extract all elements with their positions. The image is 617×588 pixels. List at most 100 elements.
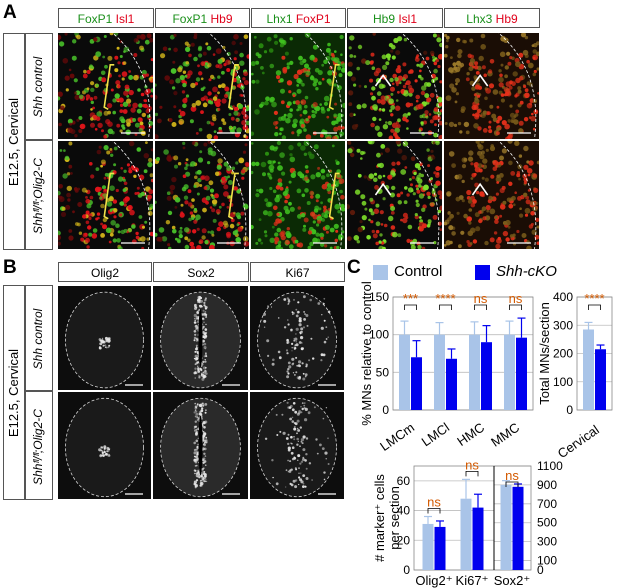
significance-label: ns [465,457,479,472]
green-marker-label: Hb9 [372,12,395,26]
plot-frame [576,296,613,411]
bar-shh-cko [411,357,422,410]
significance-bracket [509,304,522,310]
x-tick-label: HMC [454,420,487,449]
y-tick-label: 150 [369,290,389,304]
panel-b-row-label-box-1: Shh control [25,285,53,391]
y-tick-label-right: 100 [537,554,557,568]
significance-label: *** [403,291,418,306]
significance-bracket [465,470,479,477]
y-tick-label: 400 [553,290,573,304]
x-tick-label: Olig2⁺ [415,573,452,588]
green-marker-label: Lhx1 [266,12,293,26]
y-tick-label: 0 [382,403,389,417]
grayscale-micrograph [153,392,248,499]
red-marker-label: FoxP1 [292,12,331,26]
panel-b-column-header: Sox2 [153,262,249,282]
bar-shh-cko [512,486,524,570]
panel-letter-a: A [3,2,17,23]
significance-bracket [404,304,417,310]
fluorescence-micrograph [251,33,345,139]
fluorescence-micrograph [444,141,539,249]
legend-swatch-cko [475,265,490,280]
plot-frame [392,296,534,411]
y-axis-label: # marker⁺ cells [372,474,387,562]
fluorescence-micrograph [444,33,539,139]
x-tick-label: Sox2⁺ [494,573,531,588]
x-tick-label: LMCl [419,420,453,450]
fluorescence-micrograph [58,141,153,249]
green-marker-label: FoxP1 [77,12,113,26]
legend-swatch-control [373,265,388,280]
bar-shh-cko [516,337,527,410]
significance-bracket [474,304,487,310]
fluorescence-micrograph [155,141,249,249]
red-marker-label: Isl1 [112,12,135,26]
y-tick-label-right: 1100 [537,459,563,473]
red-marker-label: Hb9 [492,12,518,26]
y-axis-label: Total MNs/section [537,302,552,405]
bar-control [434,334,445,410]
panel-b-column-header: Olig2 [58,262,152,282]
grayscale-micrograph [250,392,344,499]
y-tick-label: 200 [553,347,573,361]
panel-a-row-label-box-1: Shh control [25,33,53,140]
panel-a-column-header: Hb9 Isl1 [347,8,443,28]
x-tick-label: Cervical [555,422,602,461]
bar-shh-cko [481,342,492,410]
y-tick-label-right: 500 [537,516,557,530]
bar-shh-cko [595,349,606,410]
fluorescence-micrograph [58,33,153,139]
significance-label: ns [509,291,523,306]
legend-label-cko: Shh-cKO [496,263,557,280]
bar-control [399,334,410,410]
fluorescence-micrograph [347,33,442,139]
significance-label: **** [584,291,604,306]
y-tick-label: 100 [553,375,573,389]
y-tick-label: 100 [369,328,389,342]
green-marker-label: FoxP1 [172,12,208,26]
fluorescence-micrograph [155,33,249,139]
grayscale-micrograph [153,286,248,390]
y-tick-label: 50 [376,365,390,379]
significance-label: **** [435,291,455,306]
bar-shh-cko [472,507,484,570]
panel-a-stage-label-box: E12.5, Cervical [3,33,25,250]
panel-a-row-label-box-2: Shhᶠˡ/ᶠˡ;Olig2-C [25,140,53,250]
grayscale-micrograph [58,286,151,390]
bar-shh-cko [446,358,457,410]
significance-bracket [588,304,601,310]
y-tick-label: 0 [566,403,573,417]
fluorescence-micrograph [251,141,345,249]
bar-control [422,523,434,570]
green-marker-label: Lhx3 [466,12,493,26]
bar-control [504,334,515,410]
bar-control [500,484,512,570]
y-axis-label: % MNs relative to control [359,281,374,426]
bar-control [583,329,594,410]
panel-a-column-header: Lhx1 FoxP1 [251,8,346,28]
y-tick-label-right: 900 [537,478,557,492]
fluorescence-micrograph [347,141,442,249]
x-tick-label: LMCm [377,420,417,454]
y-axis-label-line2: per section [387,486,402,550]
legend-label-control: Control [394,263,443,280]
panel-b-row-label-box-2: Shhᶠˡ/ᶠˡ;Olig2-C [25,391,53,500]
legend: Control Shh-cKO [373,263,613,283]
y-tick-label-left: 40 [397,504,411,518]
y-tick-label: 300 [553,318,573,332]
bar-control [460,498,472,570]
grayscale-micrograph [250,286,344,390]
panel-b-column-header: Ki67 [250,262,345,282]
y-tick-label-right: 300 [537,535,557,549]
significance-label: ns [427,495,441,510]
significance-bracket [427,508,441,514]
bar-control [469,334,480,410]
significance-bracket [439,304,452,310]
significance-label: ns [505,468,519,483]
significance-label: ns [474,291,488,306]
panel-letter-c: C [347,257,361,278]
y-tick-label-left: 60 [397,474,411,488]
y-tick-label-right: 700 [537,497,557,511]
